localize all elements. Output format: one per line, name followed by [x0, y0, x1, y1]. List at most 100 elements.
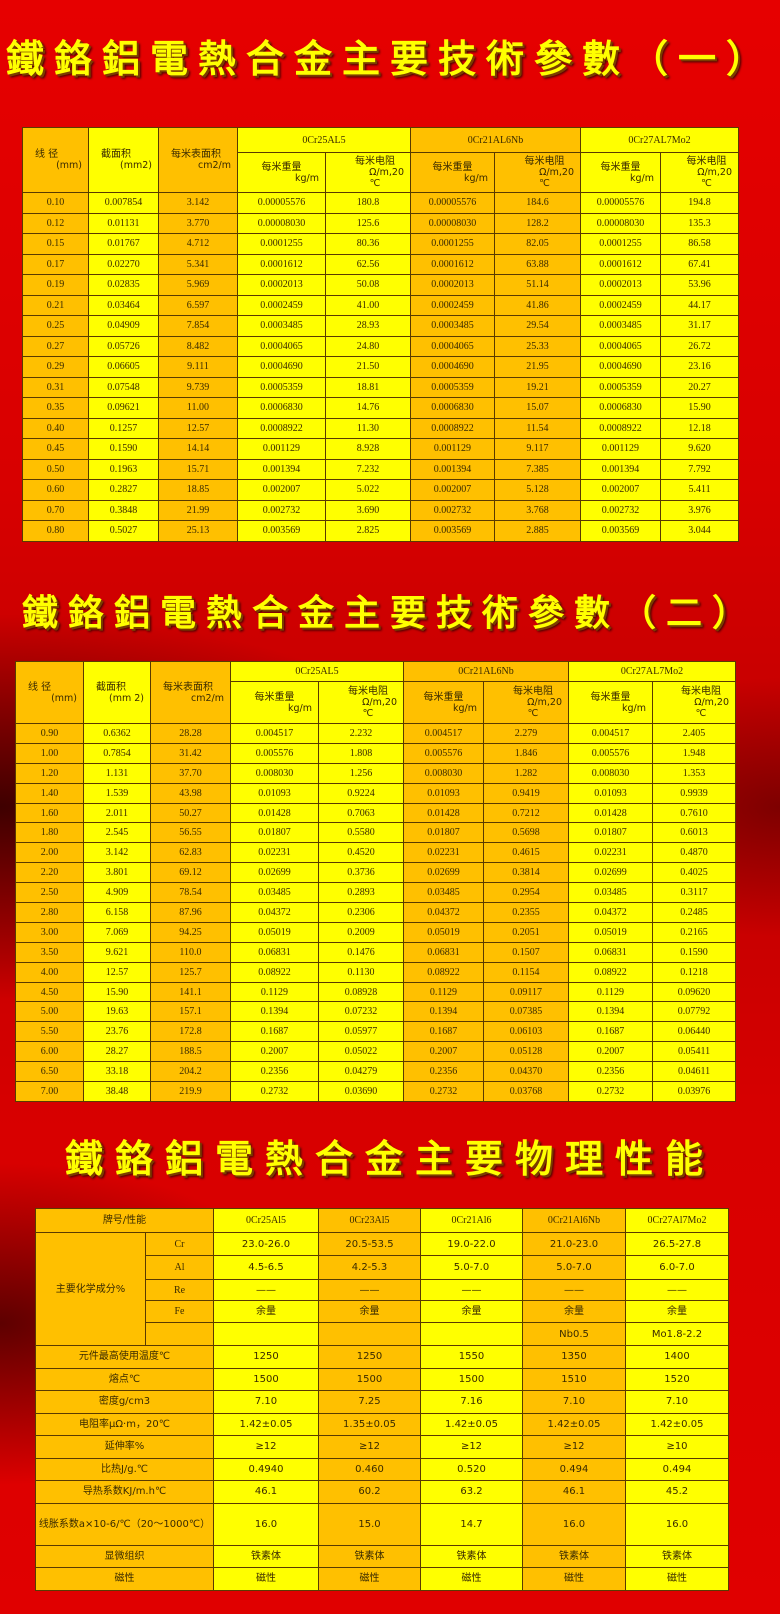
property-row: 导热系数KJ/m.h℃ 46.1 60.2 63.2 46.1 45.2	[35, 1480, 729, 1504]
property-label: 电阻率μΩ·m，20℃	[35, 1412, 214, 1436]
table-cell: 余量	[522, 1300, 626, 1323]
table-cell: 5.0-7.0	[420, 1255, 523, 1280]
table-cell: 24.80	[325, 335, 411, 357]
table-cell: 0.25	[22, 315, 89, 337]
table-cell: 7.16	[420, 1390, 523, 1414]
table-row: 0.17 0.02270 5.341 0.0001612 62.56 0.0001612 6…	[22, 253, 740, 275]
table-cell: 12.57	[158, 417, 238, 439]
header-surface-label: 每米表面积	[163, 681, 213, 693]
table-cell: 0.05128	[483, 1041, 569, 1063]
title-technical-params-1: 鐵鉻鋁電熱合金主要技術參數（一）	[5, 36, 774, 81]
table-cell: 0.35	[22, 397, 89, 419]
table-cell: 29.54	[494, 315, 581, 337]
table-cell: 3.690	[325, 499, 411, 521]
table-cell: 94.25	[150, 921, 231, 943]
table-cell: 2.00	[15, 842, 84, 864]
table-cell: 0.3848	[88, 499, 159, 521]
table-cell: 50.08	[325, 274, 411, 296]
header-surface-unit: cm2/m	[191, 692, 224, 704]
header-area: 截面积 (mm 2)	[83, 661, 151, 724]
table-cell: 12.57	[83, 961, 151, 983]
table-cell: 1500	[420, 1367, 523, 1391]
table-cell: 5.128	[494, 479, 581, 501]
table-cell: 9.111	[158, 356, 238, 378]
table-cell: 5.969	[158, 274, 238, 296]
weight-label: 每米重量	[600, 161, 641, 173]
table-row: 0.12 0.01131 3.770 0.00008030 125.6 0.0000803…	[22, 212, 740, 234]
table-cell: 46.1	[213, 1480, 319, 1504]
table-cell: 3.976	[659, 499, 740, 521]
table-cell: 87.96	[150, 902, 231, 923]
table-cell	[318, 1322, 421, 1346]
table-cell: 0.2732	[403, 1081, 484, 1102]
table-cell: 6.597	[158, 294, 238, 316]
table-cell: 0.03485	[230, 882, 319, 904]
composition-label: 主要化学成分%	[35, 1232, 146, 1346]
table-cell: ——	[522, 1279, 626, 1301]
table-cell: 0.0008922	[410, 417, 495, 439]
header-diameter-unit: (mm)	[56, 160, 82, 171]
table-cell: 0.0008922	[580, 417, 661, 439]
header-resistance-per-meter: 每米电阻 Ω/m,20 ℃	[494, 152, 581, 193]
table-cell: 5.00	[15, 1001, 84, 1023]
table-cell: 2.80	[15, 902, 84, 923]
resist-unit: Ω/m,20	[694, 697, 730, 708]
table-cell: 余量	[318, 1300, 421, 1323]
table-cell: 0.06831	[568, 941, 653, 963]
table-cell: ≥12	[213, 1435, 319, 1459]
table-cell: 4.00	[15, 961, 84, 983]
table-cell: 0.1130	[318, 961, 404, 983]
header-grade: 0Cr27Al7Mo2	[625, 1208, 729, 1233]
table-cell: 0.1129	[230, 981, 319, 1003]
table-cell: 0.02270	[88, 253, 159, 275]
table-cell: 0.09117	[483, 981, 569, 1003]
header-surface: 每米表面积 cm2/m	[158, 127, 238, 193]
property-row: 电阻率μΩ·m，20℃ 1.42±0.05 1.35±0.05 1.42±0.05 1.…	[35, 1412, 729, 1436]
table-row: 5.50 23.76 172.8 0.1687 0.05977 0.1687 0.06103…	[15, 1021, 737, 1043]
property-label: 磁性	[35, 1567, 214, 1591]
table-cell: 3.142	[83, 842, 151, 864]
table-cell: 18.85	[158, 479, 238, 501]
header-grade: 0Cr23Al5	[318, 1208, 421, 1233]
table-cell: 0.001394	[410, 458, 495, 480]
header-surface: 每米表面积 cm2/m	[150, 661, 231, 724]
table-cell: 0.04370	[483, 1061, 569, 1083]
table-cell: 0.2485	[651, 902, 737, 923]
table-row: 0.27 0.05726 8.482 0.0004065 24.80 0.0004065 2…	[22, 335, 740, 357]
table-cell: 0.08922	[230, 961, 319, 983]
table-cell: 0.1590	[88, 438, 159, 460]
header-area-unit: (mm2)	[120, 160, 152, 171]
table-cell: 1.40	[15, 782, 84, 804]
table-cell: 0.0001612	[237, 253, 326, 275]
table-cell: 0.05977	[318, 1021, 404, 1043]
table-cell: 15.0	[318, 1502, 421, 1546]
table-cell: 82.05	[494, 233, 581, 255]
header-grade-property: 牌号/性能	[35, 1208, 214, 1233]
table-cell: 0.0002013	[237, 274, 326, 296]
weight-label: 每米重量	[254, 691, 295, 703]
table-cell: 26.5-27.8	[625, 1232, 729, 1256]
header-weight-per-meter: 每米重量 kg/m	[568, 681, 653, 724]
table-cell: 0.90	[15, 723, 84, 744]
table-cell: 0.2893	[318, 882, 404, 904]
table-cell: 9.117	[494, 438, 581, 460]
property-label: 比热J/g.℃	[35, 1457, 214, 1481]
table-cell: 0.01093	[403, 782, 484, 804]
table-cell: 0.1590	[651, 941, 737, 963]
resist-label: 每米电阻	[513, 686, 553, 697]
table-cell: 0.00008030	[237, 212, 326, 234]
table-cell: 5.022	[325, 479, 411, 501]
table-cell: 0.0006830	[580, 397, 661, 419]
table-cell: 0.0008922	[237, 417, 326, 439]
header-area: 截面积 (mm2)	[88, 127, 159, 193]
table-cell: 63.2	[420, 1480, 523, 1504]
table-cell: 0.1687	[230, 1021, 319, 1043]
table-cell: 0.001394	[580, 458, 661, 480]
table-cell: 0.2007	[230, 1041, 319, 1063]
property-row: 磁性 磁性 磁性 磁性 磁性 磁性	[35, 1567, 729, 1591]
table-cell: 0.01807	[568, 822, 653, 844]
table-cell: 0.1154	[483, 961, 569, 983]
table-cell: 53.96	[659, 274, 740, 296]
header-grade: 0Cr21AL6Nb	[403, 661, 569, 682]
header-diameter-label: 线 径	[28, 681, 52, 693]
